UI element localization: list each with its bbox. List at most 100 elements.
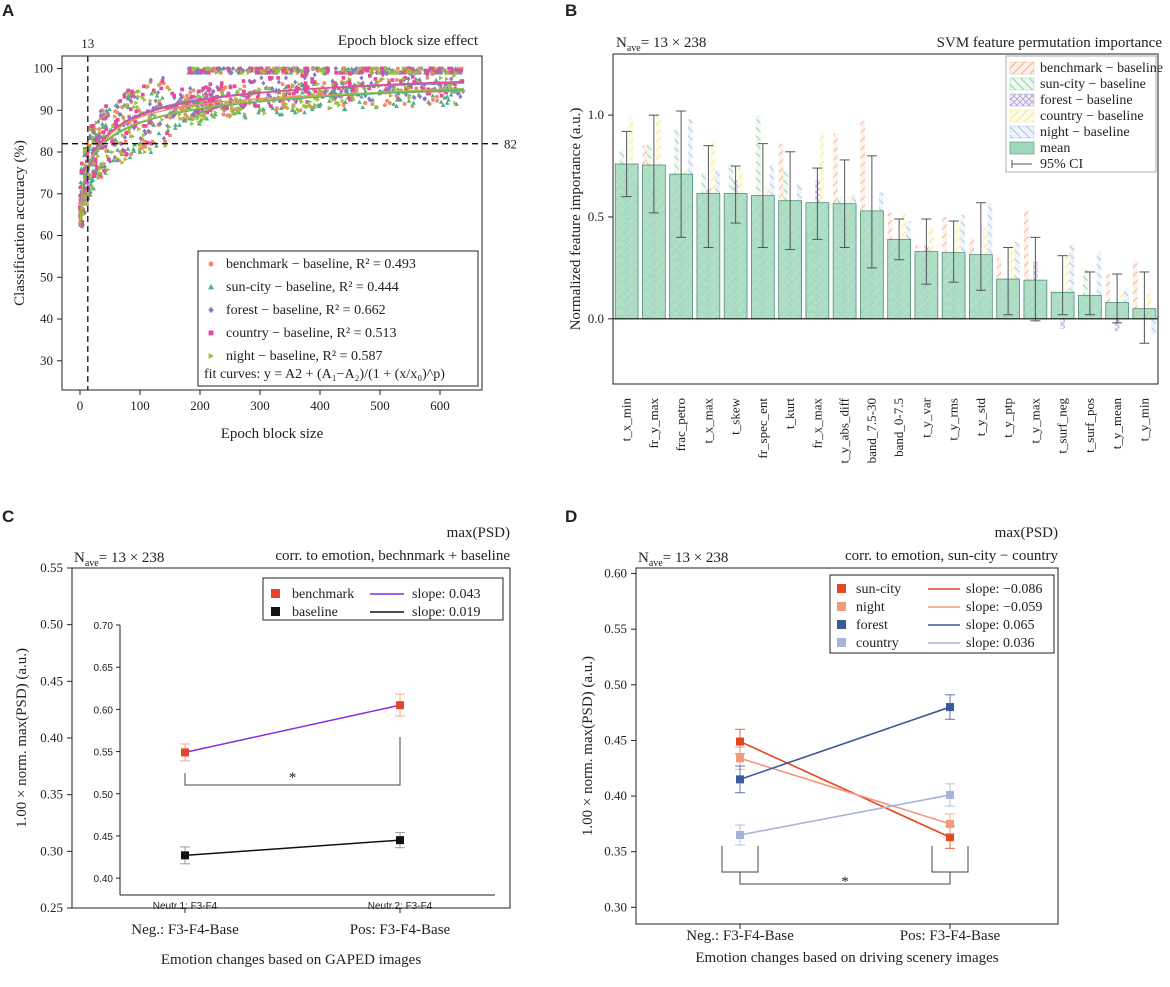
data-point <box>305 66 310 71</box>
data-point <box>454 68 459 73</box>
data-point <box>369 80 374 86</box>
data-point <box>406 66 410 71</box>
data-point <box>103 170 108 175</box>
data-point <box>266 92 271 98</box>
data-point <box>170 91 175 96</box>
panel-label-c: C <box>2 507 14 526</box>
data-point <box>92 161 97 166</box>
data-point <box>79 170 84 174</box>
data-point <box>343 88 349 95</box>
data-point <box>149 141 154 146</box>
data-point <box>133 119 137 124</box>
data-point <box>396 87 402 92</box>
data-point <box>321 70 326 75</box>
data-point <box>332 81 337 85</box>
data-point <box>390 83 396 89</box>
data-point <box>143 149 148 155</box>
data-point <box>91 135 96 140</box>
data-point <box>384 71 389 77</box>
data-point <box>82 162 87 167</box>
data-point <box>153 98 158 104</box>
data-point <box>394 78 399 82</box>
panel-label-d: D <box>565 507 577 526</box>
data-point <box>94 133 99 138</box>
data-point <box>81 212 86 217</box>
data-point <box>81 208 85 213</box>
data-point <box>357 70 362 75</box>
data-point <box>450 65 455 72</box>
data-point <box>188 85 193 91</box>
data-point <box>433 77 439 82</box>
data-point <box>370 66 375 71</box>
data-point <box>299 90 305 95</box>
x-tick-label: t_y_var <box>918 397 933 437</box>
data-point <box>117 111 122 117</box>
x-axis-label: Emotion changes based on GAPED images <box>161 952 422 968</box>
x-tick-label: t_y_min <box>1136 398 1151 442</box>
legend: benchmark slope: 0.043 baseline slope: 0.01… <box>262 577 504 621</box>
x-tick-label: 400 <box>310 398 330 413</box>
data-point <box>396 70 402 75</box>
data-point <box>281 68 285 73</box>
data-point <box>200 117 205 122</box>
significance-bracket <box>184 737 401 786</box>
data-point <box>283 85 288 90</box>
legend-swatch <box>1009 61 1035 75</box>
y-tick-label: 0.55 <box>604 621 627 636</box>
legend-fit-label: fit curves: y = A2 + (A₁−A₂)/(1 + (x/x₀)… <box>204 367 445 382</box>
data-point <box>445 76 450 82</box>
y-tick-label: 0.45 <box>604 732 627 747</box>
data-point <box>268 68 273 73</box>
data-point <box>337 86 341 91</box>
data-point <box>205 110 210 115</box>
data-point <box>265 66 269 71</box>
data-point <box>202 93 207 98</box>
data-point <box>235 90 241 95</box>
data-point <box>295 89 299 94</box>
data-point <box>132 142 137 147</box>
data-point <box>383 66 389 71</box>
nave-label: Nave= 13 × 238 <box>638 550 728 569</box>
data-point <box>370 97 376 102</box>
data-point <box>225 113 230 118</box>
data-point <box>149 91 154 96</box>
data-point <box>128 98 133 104</box>
data-point <box>439 75 444 81</box>
series-line-1 <box>184 839 401 857</box>
legend-marker <box>208 306 214 314</box>
data-point <box>307 92 312 97</box>
data-point <box>154 93 160 98</box>
data-point <box>291 91 296 96</box>
data-point <box>253 103 257 107</box>
data-point <box>282 92 287 97</box>
data-point <box>106 157 111 162</box>
data-point <box>80 161 84 166</box>
data-point <box>286 105 291 111</box>
data-point <box>414 86 419 91</box>
data-point <box>453 100 458 106</box>
series-bar <box>1105 274 1111 319</box>
data-point <box>387 77 392 83</box>
x-tick-label: t_kurt <box>782 398 797 429</box>
data-point <box>327 98 332 103</box>
inset-y-tick-label: 0.45 <box>94 832 114 843</box>
series-bar <box>1023 210 1029 319</box>
data-point <box>387 81 391 85</box>
series-line-3 <box>739 794 951 836</box>
data-point <box>121 115 126 120</box>
data-point <box>238 87 243 92</box>
data-point <box>207 99 212 103</box>
data-point <box>93 157 98 162</box>
data-point <box>154 90 159 95</box>
legend-marker <box>837 638 846 647</box>
data-point <box>88 189 93 194</box>
data-point <box>228 114 233 119</box>
significance-bracket <box>739 872 951 885</box>
data-point <box>96 119 101 125</box>
ref-line-vertical-label: 13 <box>81 36 94 51</box>
data-point <box>212 68 217 73</box>
data-point <box>312 80 317 84</box>
legend-slope: slope: −0.059 <box>966 600 1042 615</box>
